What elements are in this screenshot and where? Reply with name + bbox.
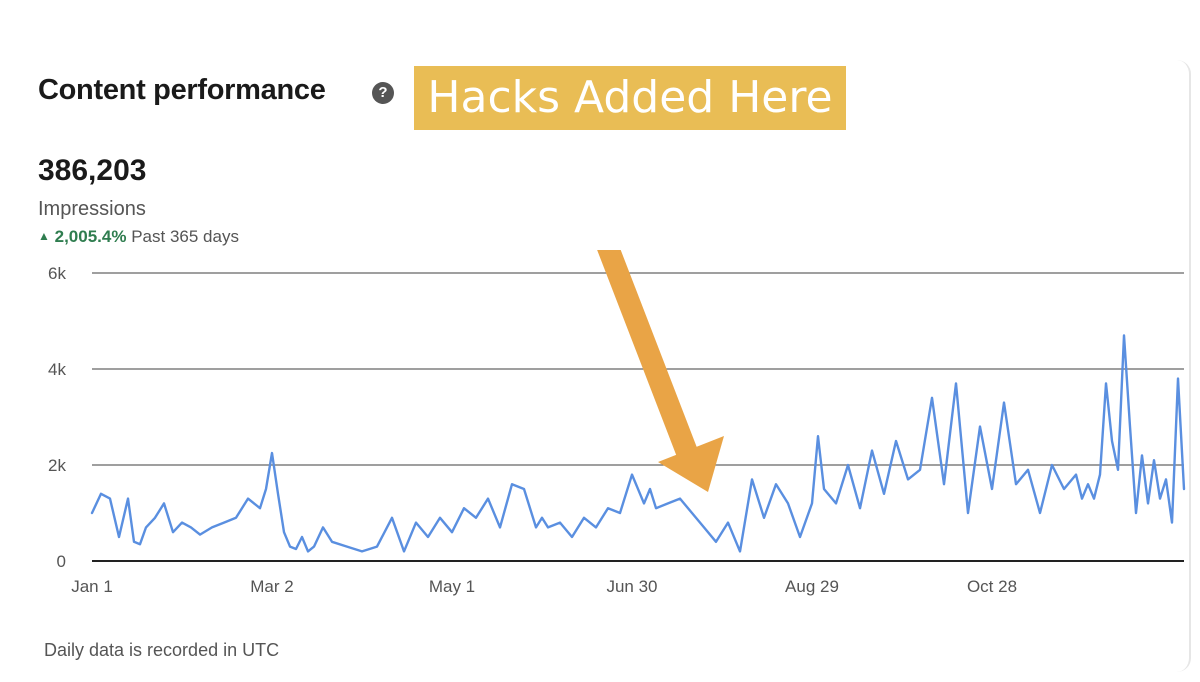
metric-label: Impressions	[38, 198, 146, 220]
y-tick-label: 0	[57, 552, 66, 571]
hacks-added-banner: Hacks Added Here	[414, 66, 846, 130]
y-tick-label: 2k	[48, 456, 66, 475]
x-tick-label: Oct 28	[967, 577, 1017, 596]
footer-note: Daily data is recorded in UTC	[44, 640, 280, 660]
y-tick-label: 6k	[48, 264, 66, 283]
impressions-line-chart: 0 2k 4k 6k Jan 1 Mar 2 May 1 Jun 30 Aug 29 Oct 28	[48, 250, 1186, 596]
impressions-series-line	[90, 334, 1186, 553]
x-tick-label: Jun 30	[606, 577, 657, 596]
annotation-arrow-head	[658, 436, 724, 492]
x-tick-label: Aug 29	[785, 577, 839, 596]
annotation-arrow-shaft	[597, 250, 699, 459]
change-period: Past 365 days	[131, 227, 239, 246]
change-percent: 2,005.4%	[54, 227, 127, 246]
change-indicator: ▲ 2,005.4% Past 365 days	[38, 227, 239, 247]
up-triangle-icon: ▲	[38, 229, 50, 243]
page-title: Content performance	[38, 74, 326, 106]
question-circle-icon[interactable]: ?	[372, 82, 394, 104]
impressions-total: 386,203	[38, 154, 147, 187]
x-tick-label: May 1	[429, 577, 475, 596]
y-tick-label: 4k	[48, 360, 66, 379]
x-tick-label: Mar 2	[250, 577, 293, 596]
x-tick-label: Jan 1	[71, 577, 113, 596]
